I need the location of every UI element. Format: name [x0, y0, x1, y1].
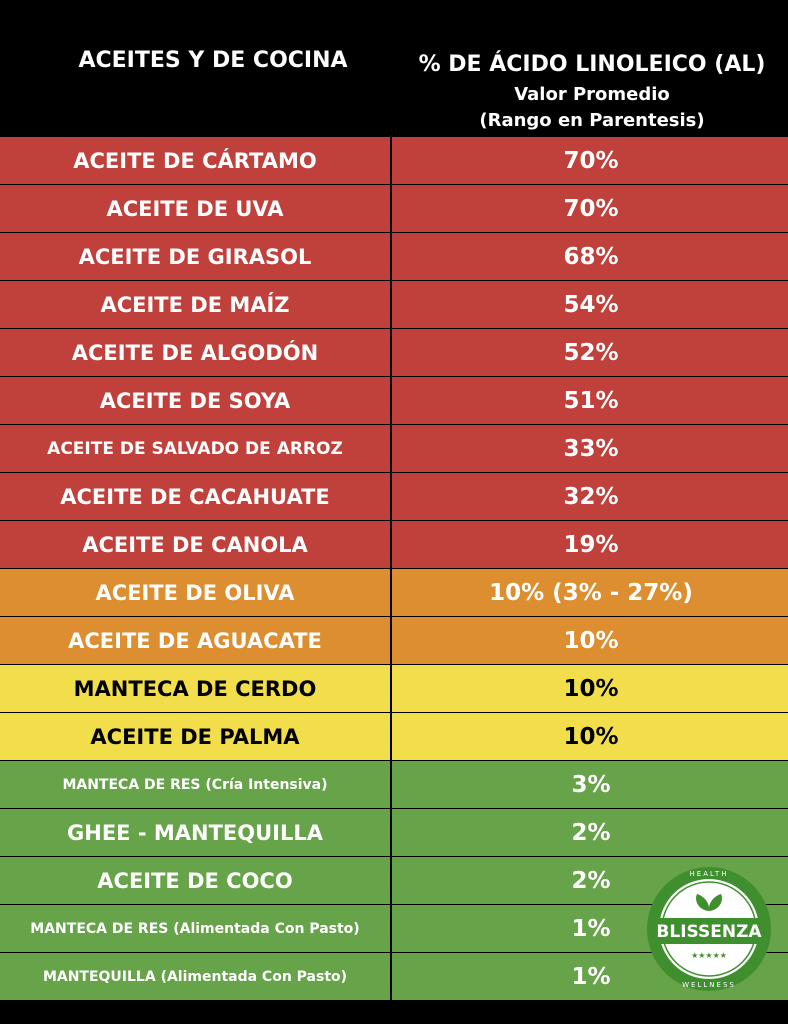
linoleic-value: 10% (3% - 27%)	[489, 579, 693, 606]
table-row: GHEE - MANTEQUILLA 2%	[0, 809, 788, 857]
linoleic-value: 1%	[571, 963, 611, 990]
oil-name: MANTECA DE RES (Cría Intensiva)	[0, 761, 392, 808]
oil-name: MANTECA DE CERDO	[0, 665, 392, 712]
table-row: MANTECA DE CERDO 10%	[0, 665, 788, 713]
linoleic-value: 19%	[563, 531, 619, 558]
table-row: ACEITE DE MAÍZ 54%	[0, 281, 788, 329]
table-row: ACEITE DE AGUACATE 10%	[0, 617, 788, 665]
table-row: ACEITE DE CANOLA 19%	[0, 521, 788, 569]
column-header-oils: ACEITES Y DE COCINA	[78, 48, 348, 73]
linoleic-value: 10%	[563, 675, 619, 702]
linoleic-value: 3%	[571, 771, 611, 798]
table-row: ACEITE DE CACAHUATE 32%	[0, 473, 788, 521]
column-header-linoleic-title: % DE ÁCIDO LINOLEICO (AL)	[418, 52, 766, 77]
table-row: ACEITE DE GIRASOL 68%	[0, 233, 788, 281]
linoleic-value: 70%	[563, 195, 619, 222]
oil-name: ACEITE DE ALGODÓN	[0, 329, 392, 376]
linoleic-value: 1%	[571, 915, 611, 942]
oil-name: ACEITE DE COCO	[0, 857, 392, 904]
oil-name: ACEITE DE SOYA	[0, 377, 392, 424]
oil-name: MANTEQUILLA (Alimentada Con Pasto)	[0, 953, 392, 1000]
table-row: ACEITE DE PALMA 10%	[0, 713, 788, 761]
table-header: ACEITES Y DE COCINA % DE ÁCIDO LINOLEICO…	[0, 0, 788, 137]
linoleic-value: 68%	[563, 243, 619, 270]
oil-name: ACEITE DE CANOLA	[0, 521, 392, 568]
table-row: ACEITE DE SOYA 51%	[0, 377, 788, 425]
linoleic-value: 32%	[563, 483, 619, 510]
oil-name: ACEITE DE GIRASOL	[0, 233, 392, 280]
table-row: ACEITE DE ALGODÓN 52%	[0, 329, 788, 377]
table-row: ACEITE DE OLIVA 10% (3% - 27%)	[0, 569, 788, 617]
column-header-linoleic: % DE ÁCIDO LINOLEICO (AL) Valor Promedio…	[396, 48, 788, 134]
linoleic-value: 54%	[563, 291, 619, 318]
oil-name: ACEITE DE UVA	[0, 185, 392, 232]
linoleic-value: 51%	[563, 387, 619, 414]
oil-name: ACEITE DE OLIVA	[0, 569, 392, 616]
logo-wellness: WELLNESS	[682, 981, 736, 989]
oil-table: ACEITE DE CÁRTAMO 70% ACEITE DE UVA 70% ACEI…	[0, 137, 788, 1001]
oil-name: GHEE - MANTEQUILLA	[0, 809, 392, 856]
oil-name: ACEITE DE CÁRTAMO	[0, 137, 392, 184]
logo-stars: ★★★★★	[691, 951, 727, 960]
oil-name: ACEITE DE CACAHUATE	[0, 473, 392, 520]
linoleic-value: 2%	[571, 819, 611, 846]
column-header-linoleic-sub1: Valor Promedio	[514, 84, 670, 105]
oil-name: ACEITE DE MAÍZ	[0, 281, 392, 328]
table-row: ACEITE DE SALVADO DE ARROZ 33%	[0, 425, 788, 473]
column-header-linoleic-sub2: (Rango en Parentesis)	[479, 110, 705, 131]
oil-name: ACEITE DE AGUACATE	[0, 617, 392, 664]
logo-health: HEALTH	[690, 870, 729, 878]
table-row: ACEITE DE CÁRTAMO 70%	[0, 137, 788, 185]
linoleic-value: 10%	[563, 723, 619, 750]
oil-name: MANTECA DE RES (Alimentada Con Pasto)	[0, 905, 392, 952]
logo-brand: BLISSENZA	[656, 922, 762, 942]
linoleic-value: 2%	[571, 867, 611, 894]
table-row: MANTECA DE RES (Cría Intensiva) 3%	[0, 761, 788, 809]
linoleic-value: 52%	[563, 339, 619, 366]
table-row: ACEITE DE UVA 70%	[0, 185, 788, 233]
logo-banner	[652, 918, 766, 944]
oil-name: ACEITE DE PALMA	[0, 713, 392, 760]
blissenza-logo: BLISSENZA ★★★★★ HEALTH WELLNESS	[647, 867, 771, 991]
leaf-icon	[696, 894, 722, 911]
linoleic-value: 10%	[563, 627, 619, 654]
linoleic-value: 33%	[563, 435, 619, 462]
oil-name: ACEITE DE SALVADO DE ARROZ	[0, 425, 392, 472]
linoleic-value: 70%	[563, 147, 619, 174]
